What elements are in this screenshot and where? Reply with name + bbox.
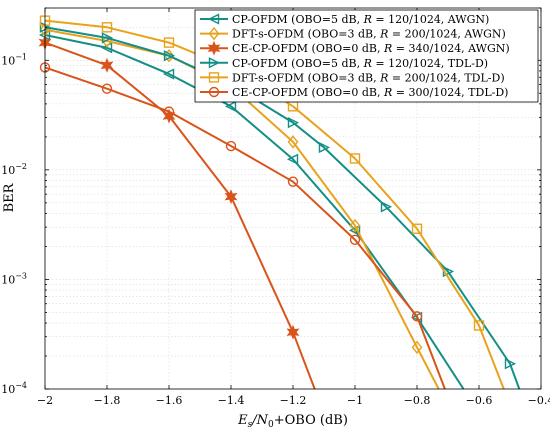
data-point: [163, 106, 175, 117]
legend-marker: [208, 57, 221, 69]
legend-entry: DFT-s-OFDM (OBO=3 dB, R = 200/1024, TDL-…: [200, 71, 505, 84]
data-point: [100, 57, 114, 73]
data-point: [349, 153, 361, 164]
data-point: [162, 68, 175, 80]
legend-marker: [207, 40, 221, 56]
legend-entry: CP-OFDM (OBO=5 dB, R = 120/1024, TDL-D): [200, 57, 488, 70]
x-axis-ticks: −2 −1.8 −1.6 −1.4 −1.2 −1 −0.8 −0.6 −0.4: [37, 8, 550, 407]
data-point: [287, 176, 299, 187]
data-point: [504, 358, 517, 370]
data-point: [101, 32, 114, 44]
x-tick-label: −1.2: [280, 394, 307, 407]
data-point: [101, 83, 113, 94]
series-line: [44, 26, 521, 390]
legend-marker: [208, 72, 220, 83]
y-tick-label: 10−1: [1, 52, 27, 67]
data-point: [411, 340, 423, 355]
data-point: [349, 218, 361, 233]
legend-label: CP-OFDM (OBO=5 dB, R = 120/1024, TDL-D): [232, 57, 488, 70]
legend-label: CE-CP-OFDM (OBO=0 dB, R = 300/1024, TDL-…: [232, 86, 508, 99]
data-point: [286, 153, 299, 165]
legend-marker: [208, 86, 220, 98]
x-tick-label: −1.4: [218, 394, 245, 407]
data-point: [287, 116, 300, 129]
x-tick-label: −0.4: [528, 394, 550, 407]
data-point: [224, 100, 237, 112]
data-point: [380, 201, 393, 213]
legend-box: [194, 9, 539, 103]
data-point: [473, 320, 485, 331]
x-tick-label: −1: [347, 394, 363, 407]
data-point: [411, 311, 423, 322]
data-point: [287, 135, 299, 149]
series-6: [39, 62, 446, 390]
y-tick-label: 10−2: [1, 162, 27, 177]
x-axis-title: Es/N0+OBO (dB): [237, 413, 348, 430]
legend-label: DFT-s-OFDM (OBO=3 dB, R = 200/1024, AWGN…: [232, 28, 506, 41]
data-point: [318, 141, 331, 154]
series-line: [44, 19, 505, 390]
data-point: [163, 37, 175, 48]
series-2: [39, 22, 440, 390]
x-tick-label: −1.8: [94, 394, 121, 407]
data-point: [101, 22, 113, 33]
x-tick-label: −1.6: [156, 394, 183, 407]
legend-entry: CP-OFDM (OBO=5 dB, R = 120/1024, AWGN): [200, 13, 489, 26]
data-point: [225, 140, 237, 152]
data-point: [348, 224, 361, 237]
series-lines: [38, 15, 521, 390]
data-point: [349, 234, 361, 245]
series-line: [44, 28, 440, 390]
legend-entry: CE-CP-OFDM (OBO=0 dB, R = 300/1024, TDL-…: [200, 86, 508, 99]
legend-marker: [208, 26, 220, 41]
y-tick-label: 10−4: [1, 381, 27, 396]
data-point: [411, 223, 423, 234]
y-axis-title: BER: [2, 182, 17, 212]
x-tick-label: −0.6: [466, 394, 493, 407]
legend-entry: CE-CP-OFDM (OBO=0 dB, R = 340/1024, AWGN…: [200, 40, 510, 56]
y-tick-label: 10−3: [1, 271, 27, 286]
legend-label: CE-CP-OFDM (OBO=0 dB, R = 340/1024, AWGN…: [232, 42, 510, 55]
legend-marker: [207, 13, 220, 25]
legend-label: CP-OFDM (OBO=5 dB, R = 120/1024, AWGN): [232, 13, 489, 26]
series-line: [44, 41, 316, 390]
x-tick-label: −2: [37, 394, 53, 407]
x-tick-label: −0.8: [404, 394, 431, 407]
y-axis-ticks: 10−4 10−3 10−2 10−1: [1, 7, 541, 396]
data-point: [163, 50, 176, 62]
legend-label: DFT-s-OFDM (OBO=3 dB, R = 200/1024, TDL-…: [232, 71, 505, 84]
data-point: [286, 324, 300, 340]
legend-entry: DFT-s-OFDM (OBO=3 dB, R = 200/1024, AWGN…: [200, 26, 506, 41]
data-point: [224, 189, 238, 205]
series-line: [44, 66, 446, 390]
legend: CP-OFDM (OBO=5 dB, R = 120/1024, AWGN) DF…: [194, 9, 539, 103]
